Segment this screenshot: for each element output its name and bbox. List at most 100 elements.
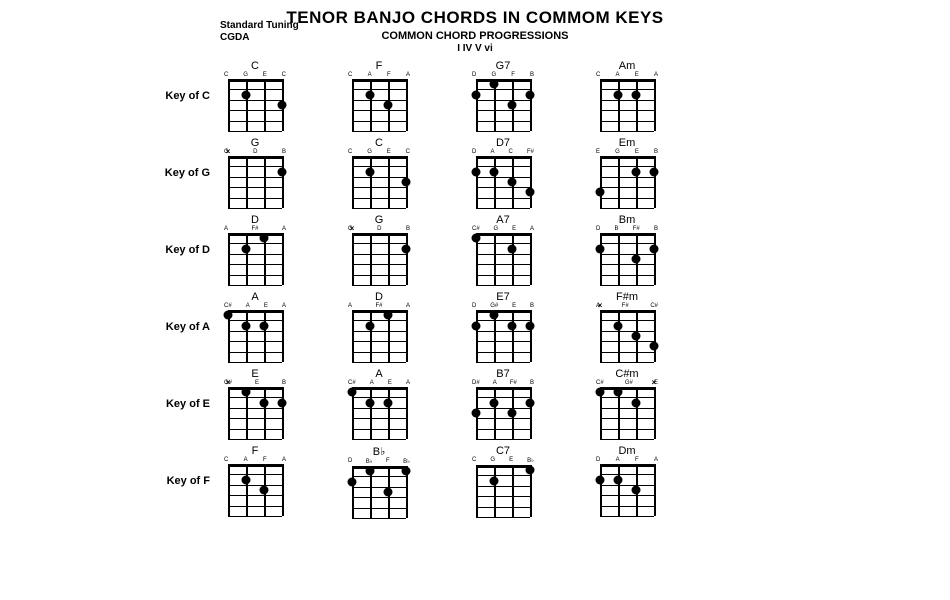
note-label: E [387,149,391,155]
note-label: F [511,72,515,78]
chord-name: G7 [496,60,511,72]
chord-diagram: GGDB× [220,137,290,208]
finger-dot [632,398,641,407]
note-label: C [224,72,228,78]
chord-name: A [375,368,382,380]
chord-name: G [375,214,384,226]
chord-name: Am [619,60,636,72]
finger-dot [526,90,535,99]
key-row: Key of EEG#EB×AC#AEAB7D#AF#BC#mC#G#E× [60,368,890,439]
note-label: F# [510,380,517,386]
chord-diagram: B♭DB♭FB♭ [344,445,414,518]
chord-diagram: C#mC#G#E× [592,368,662,439]
note-label: A [282,303,286,309]
finger-dot [366,167,375,176]
chord-name: C7 [496,445,510,457]
note-label: F [387,72,391,78]
note-label: A [406,303,410,309]
note-label: B [654,226,658,232]
note-label: G [490,457,495,464]
finger-dot [402,467,411,476]
note-label: G [243,72,248,78]
mute-mark: × [652,378,657,387]
chord-diagram: GGDB× [344,214,414,285]
chord-notes: D#AF#B [472,380,534,386]
finger-dot [526,398,535,407]
chord-list: FCAFA B♭DB♭FB♭ C7 C G E B♭ DmDAFA [220,445,662,518]
note-label: C# [348,380,356,386]
finger-dot [526,321,535,330]
finger-dot [632,486,641,495]
note-label: D [472,303,476,309]
note-label: D# [472,380,480,386]
tuning-line-1: Standard Tuning [220,20,299,32]
fretboard [228,464,282,516]
chord-name: C [375,137,383,149]
chord-notes: CAFA [224,457,286,463]
chord-name: D [251,214,259,226]
chord-name: C#m [615,368,638,380]
note-label: G# [490,303,498,309]
note-label: B [654,149,658,155]
fretboard: × [600,387,654,439]
finger-dot [366,90,375,99]
finger-dot [508,409,517,418]
chord-list: CCGECFCAFAG7DGFBAmCAEA [220,60,662,131]
note-label: A [654,457,658,463]
note-label: F# [251,226,258,232]
note-label: A [530,226,534,232]
note-label: C [348,149,352,155]
finger-dot [384,101,393,110]
finger-dot [260,486,269,495]
chord-notes: CAEA [596,72,658,78]
key-row: Key of DDAF#AGGDB×A7C#GEABmDBF#B [60,214,890,285]
note-label: F# [527,149,534,155]
finger-dot [242,321,251,330]
finger-dot [384,311,393,320]
note-label: B♭ [527,457,534,464]
chord-diagram: DmDAFA [592,445,662,518]
note-label: E [509,457,513,464]
note-label: D [472,149,476,155]
finger-dot [242,244,251,253]
fretboard [352,387,406,439]
finger-dot [614,90,623,99]
chord-diagram: EG#EB× [220,368,290,439]
chord-notes: GDB [348,226,410,232]
finger-dot [526,188,535,197]
mute-mark: × [350,224,355,233]
note-label: A [406,72,410,78]
note-label: E [512,226,516,232]
chord-diagram: FCAFA [220,445,290,518]
chord-name: A [251,291,258,303]
finger-dot [508,101,517,110]
note-label: C [472,457,476,464]
finger-dot [490,311,499,320]
finger-dot [490,167,499,176]
finger-dot [472,234,481,243]
note-label: G [491,72,496,78]
fretboard: × [600,310,654,362]
note-label: C [348,72,352,78]
note-label: C [406,149,410,155]
fretboard [476,233,530,285]
note-label: B♭ [366,458,373,465]
finger-dot [596,388,605,397]
note-label: F [263,457,267,463]
chord-notes: CGEC [348,149,410,155]
chord-name: B7 [496,368,509,380]
fretboard [476,79,530,131]
note-label: D [596,226,600,232]
note-label: G [494,226,499,232]
chord-notes: DG#EB [472,303,534,309]
tuning-line-2: CGDA [220,32,299,44]
main-title: TENOR BANJO CHORDS IN COMMOM KEYS [60,8,890,28]
chord-diagram: G7DGFB [468,60,538,131]
fretboard [600,233,654,285]
chord-list: AC#AEADAF#AE7DG#EBF#mAF#C#× [220,291,662,362]
chord-name: Dm [618,445,635,457]
note-label: G [615,149,620,155]
chord-notes: C#GEA [472,226,534,232]
chord-name: Em [619,137,636,149]
note-label: A [282,226,286,232]
